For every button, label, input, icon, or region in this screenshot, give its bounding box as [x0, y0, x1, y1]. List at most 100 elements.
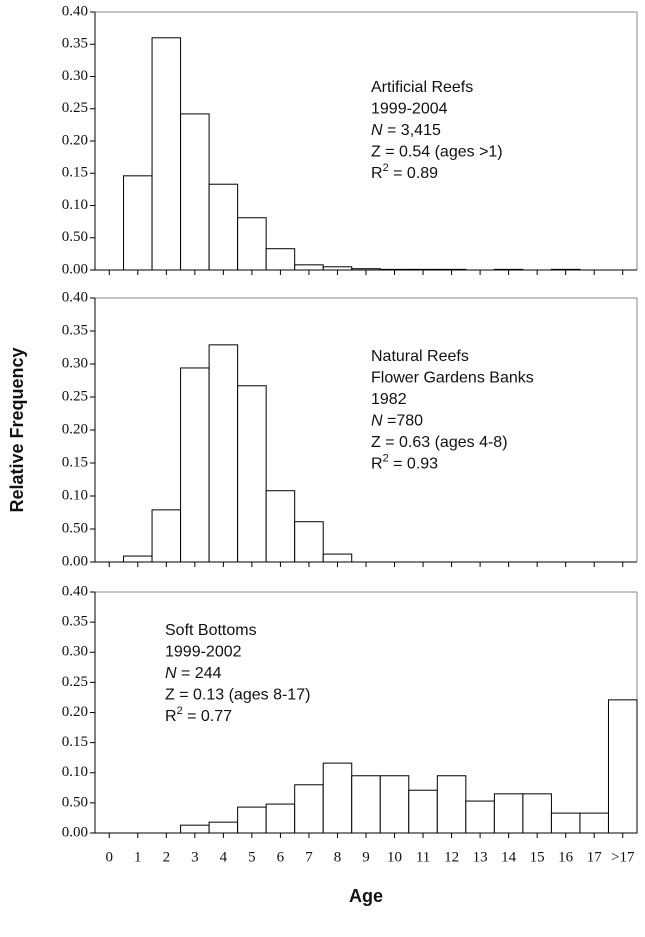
annotation: N =780	[371, 413, 423, 430]
y-tick-label: 0.00	[62, 553, 88, 569]
x-tick-label: 8	[334, 849, 342, 865]
annotation-text: = 3,415	[383, 122, 441, 139]
y-tick-label: 0.15	[62, 454, 88, 470]
y-tick-label: 0.35	[62, 36, 88, 52]
bar	[294, 264, 324, 271]
bar	[180, 113, 210, 271]
annotation-text: 1999-2004	[371, 101, 448, 118]
y-tick-label: 0.10	[62, 487, 88, 503]
bar	[237, 806, 267, 834]
annotation: R2 = 0.77	[165, 705, 232, 725]
bar	[151, 509, 182, 563]
annotation: Artificial Reefs	[371, 79, 473, 96]
x-tick-label: 0	[106, 849, 114, 865]
bar	[265, 490, 296, 563]
annotation-text: = 0.77	[183, 708, 232, 725]
bar	[493, 793, 524, 834]
x-tick-label: 11	[416, 849, 430, 865]
annotation: 1982	[371, 391, 407, 408]
bar	[208, 344, 239, 563]
annotation-italic: N	[371, 413, 383, 430]
x-tick-label: 4	[220, 849, 228, 865]
y-tick-label: 0.10	[62, 764, 88, 780]
bar	[123, 175, 153, 271]
x-tick-label: 17	[587, 849, 603, 865]
annotation-sup: 2	[383, 162, 389, 174]
annotation: Soft Bottoms	[165, 622, 257, 639]
annotation: Flower Gardens Banks	[371, 370, 534, 387]
x-tick-label: 3	[191, 849, 199, 865]
bar	[151, 37, 182, 271]
bar	[208, 821, 239, 834]
annotation: 1999-2004	[371, 101, 448, 118]
bar	[436, 775, 467, 834]
annotation: Z = 0.13 (ages 8-17)	[165, 687, 310, 704]
bar	[180, 824, 210, 834]
y-tick-label: 0.50	[62, 229, 88, 245]
bar	[465, 800, 495, 834]
annotation-text: Soft Bottoms	[165, 622, 257, 639]
y-tick-label: 0.35	[62, 322, 88, 338]
annotation-text: 1982	[371, 391, 407, 408]
annotation: 1999-2002	[165, 644, 242, 661]
x-tick-label: 15	[530, 849, 545, 865]
x-tick-label: 16	[558, 849, 574, 865]
x-tick-label: 6	[277, 849, 285, 865]
y-tick-label: 0.00	[62, 824, 88, 840]
y-tick-label: 0.10	[62, 197, 88, 213]
x-tick-label: 12	[444, 849, 459, 865]
annotation: N = 244	[165, 665, 222, 682]
y-tick-label: 0.50	[62, 794, 88, 810]
annotation: Natural Reefs	[371, 348, 469, 365]
annotation: Z = 0.63 (ages 4-8)	[371, 434, 508, 451]
y-tick-label: 0.15	[62, 734, 88, 750]
annotation-text: R	[371, 165, 383, 182]
y-tick-label: 0.35	[62, 614, 88, 630]
annotation: R2 = 0.93	[371, 452, 438, 472]
annotation-text: R	[165, 708, 177, 725]
annotation-italic: N	[165, 665, 177, 682]
annotation-text: R	[371, 456, 383, 473]
bar	[265, 803, 296, 834]
y-tick-label: 0.30	[62, 355, 88, 371]
x-tick-label: 7	[305, 849, 313, 865]
annotation-sup: 2	[383, 452, 389, 464]
x-tick-label: >17	[611, 849, 635, 865]
y-tick-label: 0.20	[62, 421, 88, 437]
y-tick-label: 0.00	[62, 261, 88, 277]
annotation-text: = 0.93	[389, 456, 438, 473]
x-tick-label: 13	[473, 849, 488, 865]
y-tick-label: 0.20	[62, 132, 88, 148]
y-tick-label: 0.50	[62, 520, 88, 536]
x-tick-label: 2	[163, 849, 171, 865]
annotation-text: Artificial Reefs	[371, 79, 473, 96]
annotation-text: Flower Gardens Banks	[371, 370, 534, 387]
bar	[180, 367, 210, 563]
x-tick-label: 14	[501, 849, 517, 865]
y-tick-label: 0.40	[62, 289, 88, 305]
annotation-sup: 2	[177, 705, 183, 717]
bar	[294, 784, 324, 834]
annotation-text: = 244	[177, 665, 222, 682]
annotation-text: Natural Reefs	[371, 348, 469, 365]
y-tick-label: 0.20	[62, 704, 88, 720]
x-tick-label: 9	[362, 849, 370, 865]
annotation-text: = 0.89	[389, 165, 438, 182]
annotation-text: Z = 0.13 (ages 8-17)	[165, 687, 310, 704]
x-tick-label: 1	[134, 849, 142, 865]
annotation-text: =780	[383, 413, 424, 430]
bar	[550, 812, 581, 834]
y-tick-label: 0.25	[62, 388, 88, 404]
y-tick-label: 0.25	[62, 100, 88, 116]
y-tick-label: 0.15	[62, 165, 88, 181]
bar	[237, 385, 267, 563]
y-tick-label: 0.30	[62, 644, 88, 660]
annotation-text: Z = 0.54 (ages >1)	[371, 144, 503, 161]
annotation-text: Z = 0.63 (ages 4-8)	[371, 434, 508, 451]
x-tick-label: 5	[248, 849, 256, 865]
bar	[294, 521, 324, 563]
annotation: R2 = 0.89	[371, 162, 438, 182]
bar	[351, 775, 381, 834]
bar	[522, 793, 552, 834]
